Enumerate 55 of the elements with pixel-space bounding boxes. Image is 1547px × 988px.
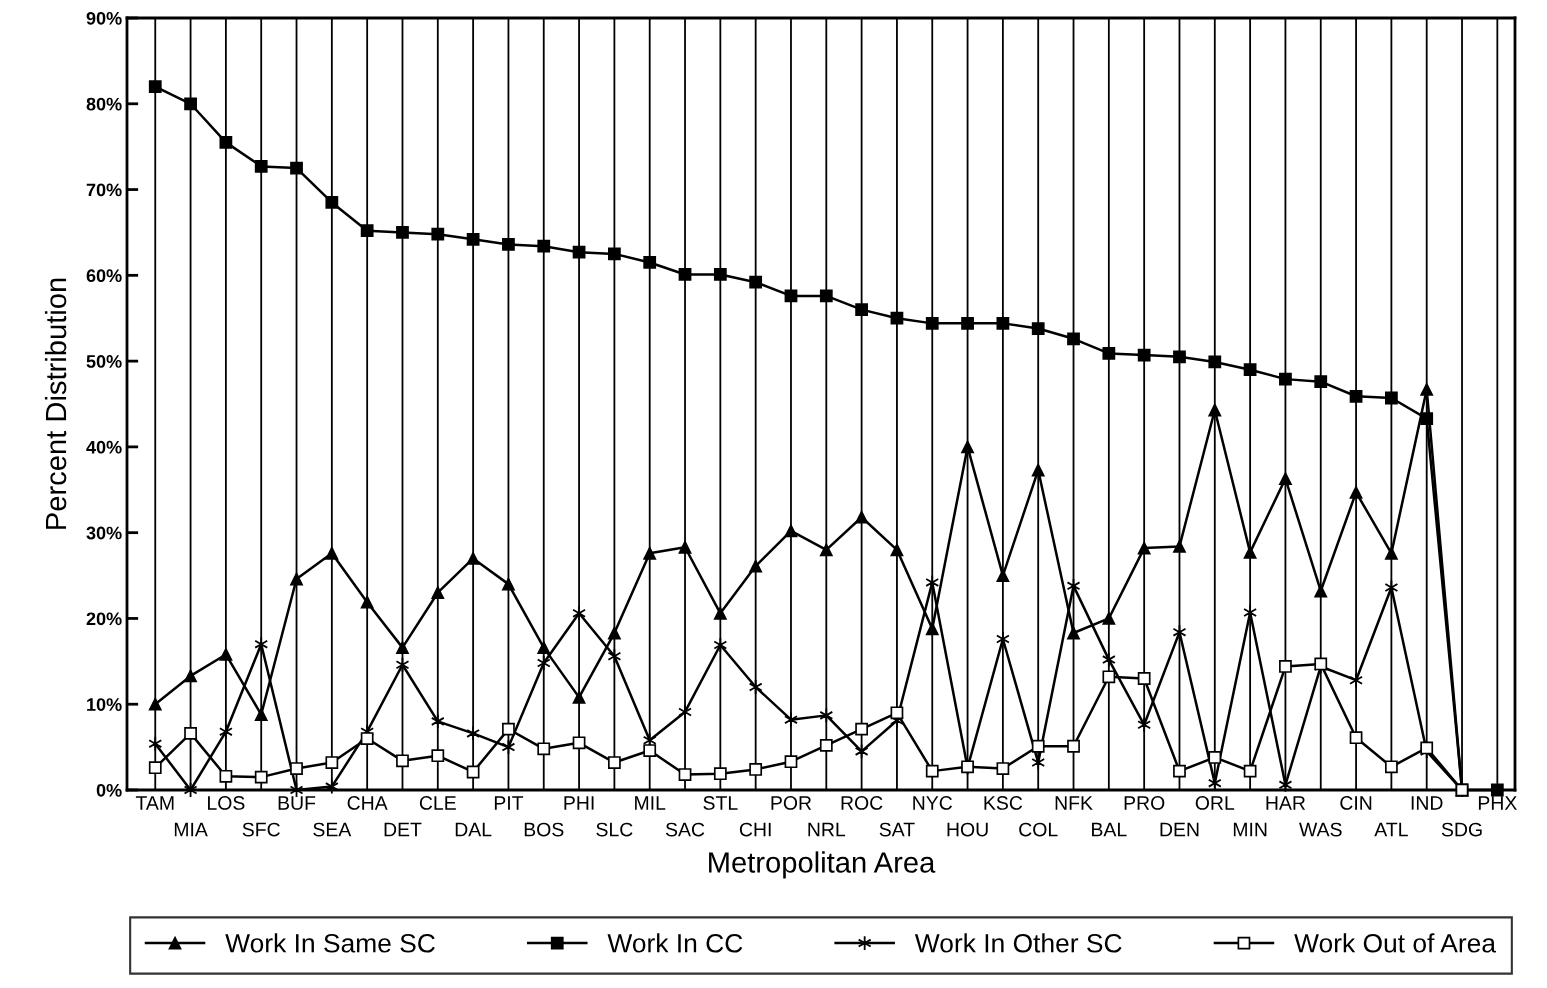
x-tick-label: HAR <box>1266 796 1306 810</box>
x-tick-label: PIT <box>494 796 524 810</box>
x-tick-label: TAM <box>135 796 174 810</box>
x-tick-label: PRO <box>1124 796 1165 810</box>
x-tick-label: STL <box>703 796 738 810</box>
x-tick-label: HOU <box>947 822 988 837</box>
x-tick-label: ORL <box>1195 796 1235 810</box>
x-tick-label: ATL <box>1374 822 1408 837</box>
x-tick-label: LOS <box>208 796 245 810</box>
x-tick-label: NYC <box>913 796 953 810</box>
x-tick-label: PHI <box>564 796 594 810</box>
y-tick-label: 70% <box>86 183 122 197</box>
x-tick-label: SEA <box>313 822 352 837</box>
x-tick-label: NRL <box>808 822 846 837</box>
x-tick-label: MIL <box>635 796 666 810</box>
x-tick-label: SLC <box>596 822 633 837</box>
x-tick-label: SAC <box>665 822 705 837</box>
x-tick-label: CHA <box>347 796 388 810</box>
y-tick-label: 60% <box>86 269 122 283</box>
x-tick-label: DET <box>384 822 422 837</box>
x-axis-title: Metropolitan Area <box>709 851 936 879</box>
x-tick-label: BUF <box>278 796 316 810</box>
x-tick-label: KSC <box>984 796 1023 810</box>
x-tick-label: SAT <box>879 822 915 837</box>
x-tick-label: MIN <box>1233 822 1267 837</box>
y-tick-label: 30% <box>86 526 122 540</box>
legend-label: Work Out of Area <box>1294 933 1497 953</box>
x-tick-label: POR <box>771 796 812 810</box>
x-tick-label: ROC <box>841 796 883 810</box>
x-tick-label: DAL <box>455 822 492 837</box>
x-tick-label: NFK <box>1055 796 1093 810</box>
y-tick-label: 90% <box>86 11 122 25</box>
legend-label: Work In CC <box>607 933 743 953</box>
y-tick-label: 40% <box>86 440 122 454</box>
y-tick-label: 10% <box>87 698 122 711</box>
x-tick-label: SFC <box>242 822 280 837</box>
x-tick-label: CHI <box>739 822 771 837</box>
y-tick-label: 20% <box>86 612 122 626</box>
x-tick-label: CIN <box>1340 796 1372 810</box>
x-tick-label: SDG <box>1441 822 1482 837</box>
x-tick-label: COL <box>1019 822 1058 837</box>
y-tick-label: 50% <box>86 355 122 368</box>
x-tick-label: PHX <box>1478 796 1517 810</box>
y-tick-label: 0% <box>96 783 122 797</box>
x-tick-label: IND <box>1411 796 1443 810</box>
x-tick-label: MIA <box>174 822 208 837</box>
x-tick-label: WAS <box>1299 822 1342 837</box>
legend-label: Work In Same SC <box>225 933 435 953</box>
x-tick-label: CLE <box>419 796 456 810</box>
x-tick-label: BAL <box>1092 822 1127 837</box>
y-tick-label: 80% <box>86 97 122 111</box>
x-tick-label: DEN <box>1160 822 1199 837</box>
y-axis-title: Percent Distribution <box>44 278 67 529</box>
legend-label: Work In Other SC <box>914 933 1122 953</box>
x-tick-label: BOS <box>524 822 564 837</box>
